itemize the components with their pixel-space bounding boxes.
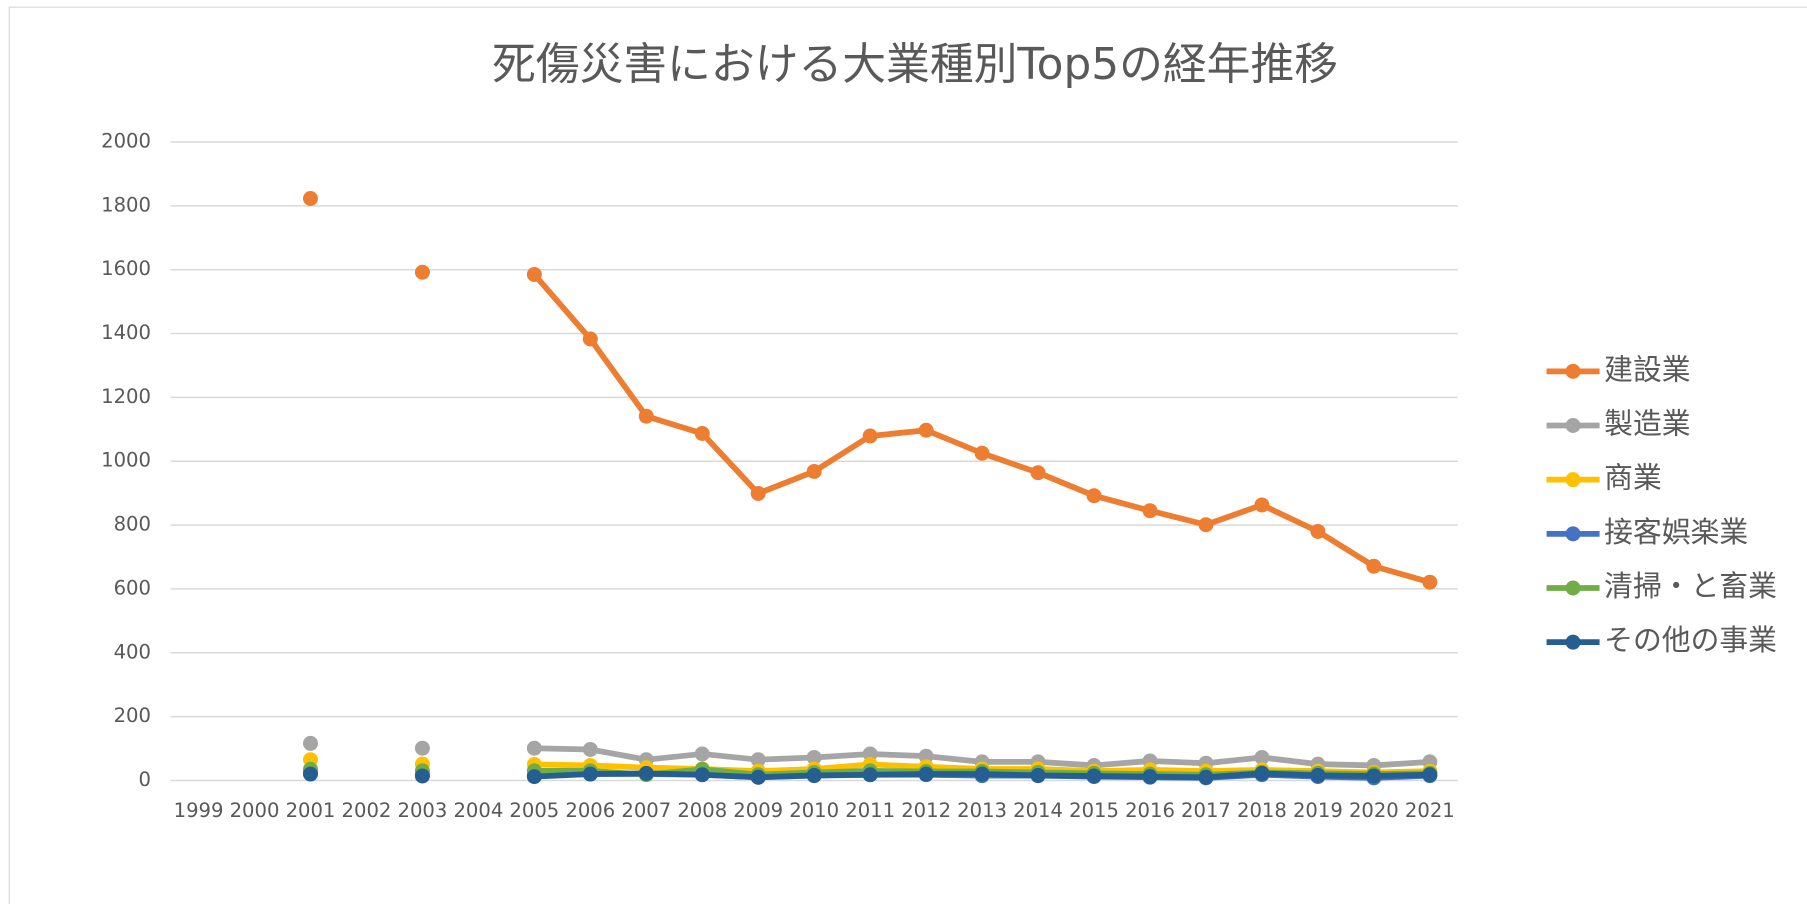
y-tick-label: 1800 <box>101 193 151 216</box>
legend-marker <box>1565 580 1581 596</box>
data-point <box>1366 768 1382 784</box>
x-tick-label: 2013 <box>957 799 1007 822</box>
data-point <box>1142 503 1158 519</box>
data-point <box>1142 769 1158 785</box>
x-tick-label: 2005 <box>509 799 559 822</box>
data-point <box>1310 767 1326 783</box>
x-tick-label: 2017 <box>1181 799 1231 822</box>
data-point <box>694 746 710 762</box>
x-tick-label: 2019 <box>1293 799 1343 822</box>
data-point <box>526 266 542 282</box>
data-point <box>1198 517 1214 533</box>
x-tick-label: 1999 <box>174 799 224 822</box>
y-tick-label: 800 <box>114 513 151 536</box>
data-point <box>918 422 934 438</box>
data-point <box>750 752 766 768</box>
data-point <box>526 769 542 785</box>
y-tick-label: 1600 <box>101 257 151 280</box>
x-tick-label: 2012 <box>901 799 951 822</box>
x-tick-label: 2014 <box>1013 799 1063 822</box>
chart-title: 死傷災害における大業種別Top5の経年推移 <box>492 39 1338 90</box>
legend-label: 商業 <box>1604 461 1662 495</box>
data-point <box>302 735 318 751</box>
data-point <box>582 331 598 347</box>
y-tick-label: 2000 <box>101 129 151 152</box>
x-tick-label: 2020 <box>1349 799 1399 822</box>
x-tick-label: 2018 <box>1237 799 1287 822</box>
legend-marker <box>1565 526 1581 542</box>
x-tick-label: 2007 <box>621 799 671 822</box>
data-point <box>1366 558 1382 574</box>
y-tick-label: 0 <box>138 768 150 791</box>
data-point <box>694 767 710 783</box>
data-point <box>638 408 654 424</box>
legend-label: 接客娯楽業 <box>1604 515 1748 549</box>
y-tick-label: 1000 <box>101 449 151 472</box>
data-point <box>750 485 766 501</box>
data-point <box>1422 767 1438 783</box>
x-tick-label: 2011 <box>845 799 895 822</box>
data-point <box>694 425 710 441</box>
x-tick-label: 2004 <box>453 799 503 822</box>
x-tick-label: 2002 <box>342 799 392 822</box>
x-tick-label: 2009 <box>733 799 783 822</box>
data-point <box>918 766 934 782</box>
y-tick-label: 1200 <box>101 385 151 408</box>
data-point <box>974 445 990 461</box>
legend-marker <box>1565 634 1581 650</box>
data-point <box>414 768 430 784</box>
data-point <box>918 748 934 764</box>
data-point <box>806 463 822 479</box>
legend-label: 製造業 <box>1604 406 1690 440</box>
x-tick-label: 2016 <box>1125 799 1175 822</box>
legend-label: その他の事業 <box>1604 623 1777 657</box>
data-point <box>582 741 598 757</box>
data-point <box>1030 465 1046 481</box>
data-point <box>1254 749 1270 765</box>
data-point <box>1254 765 1270 781</box>
data-point <box>1086 488 1102 504</box>
x-tick-label: 2006 <box>565 799 615 822</box>
x-tick-label: 2008 <box>677 799 727 822</box>
y-tick-label: 200 <box>114 704 151 727</box>
data-point <box>1030 767 1046 783</box>
data-point <box>862 767 878 783</box>
data-point <box>862 746 878 762</box>
data-point <box>806 767 822 783</box>
legend-marker <box>1565 363 1581 379</box>
x-tick-label: 2001 <box>286 799 336 822</box>
x-tick-label: 2015 <box>1069 799 1119 822</box>
data-point <box>862 428 878 444</box>
y-tick-label: 600 <box>114 576 151 599</box>
y-tick-label: 1400 <box>101 321 151 344</box>
data-point <box>974 766 990 782</box>
data-point <box>582 766 598 782</box>
x-tick-label: 2010 <box>789 799 839 822</box>
legend-label: 清掃・と畜業 <box>1604 569 1777 603</box>
data-point <box>1086 768 1102 784</box>
y-tick-label: 400 <box>114 640 151 663</box>
data-point <box>1310 523 1326 539</box>
data-point <box>414 740 430 756</box>
x-tick-label: 2000 <box>230 799 280 822</box>
data-point <box>806 749 822 765</box>
data-point <box>302 766 318 782</box>
data-point <box>1422 574 1438 590</box>
data-point <box>526 740 542 756</box>
data-point <box>750 769 766 785</box>
x-tick-label: 2003 <box>397 799 447 822</box>
x-tick-label: 2021 <box>1405 799 1455 822</box>
data-point <box>1198 769 1214 785</box>
data-point <box>1254 497 1270 513</box>
data-point <box>414 264 430 280</box>
legend-label: 建設業 <box>1604 352 1690 386</box>
legend-marker <box>1565 472 1581 488</box>
legend-marker <box>1565 418 1581 433</box>
data-point <box>302 191 318 206</box>
data-point <box>638 765 654 781</box>
